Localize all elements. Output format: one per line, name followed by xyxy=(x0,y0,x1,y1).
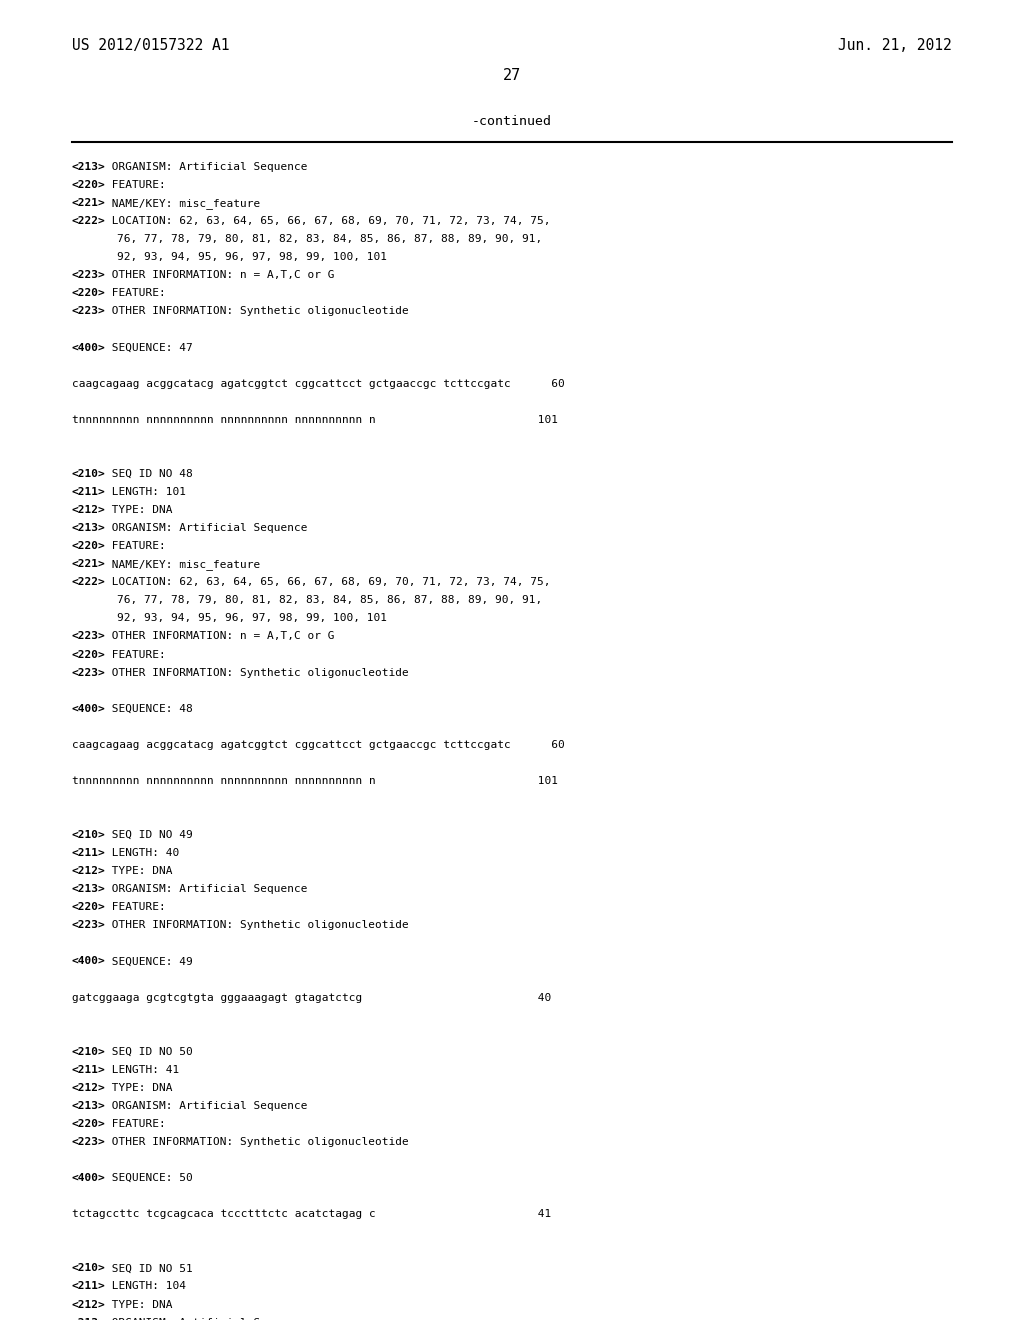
Text: NAME/KEY: misc_feature: NAME/KEY: misc_feature xyxy=(105,560,260,570)
Text: <221>: <221> xyxy=(72,560,105,569)
Text: FEATURE:: FEATURE: xyxy=(105,541,166,552)
Text: SEQUENCE: 49: SEQUENCE: 49 xyxy=(105,957,194,966)
Text: <220>: <220> xyxy=(72,541,105,552)
Text: -continued: -continued xyxy=(472,115,552,128)
Text: <223>: <223> xyxy=(72,631,105,642)
Text: <211>: <211> xyxy=(72,1065,105,1074)
Text: 27: 27 xyxy=(503,69,521,83)
Text: SEQUENCE: 48: SEQUENCE: 48 xyxy=(105,704,194,714)
Text: NAME/KEY: misc_feature: NAME/KEY: misc_feature xyxy=(105,198,260,209)
Text: <400>: <400> xyxy=(72,957,105,966)
Text: <223>: <223> xyxy=(72,1137,105,1147)
Text: <210>: <210> xyxy=(72,469,105,479)
Text: FEATURE:: FEATURE: xyxy=(105,180,166,190)
Text: <400>: <400> xyxy=(72,704,105,714)
Text: <220>: <220> xyxy=(72,180,105,190)
Text: LENGTH: 101: LENGTH: 101 xyxy=(105,487,186,498)
Text: <223>: <223> xyxy=(72,306,105,317)
Text: <213>: <213> xyxy=(72,1317,105,1320)
Text: 76, 77, 78, 79, 80, 81, 82, 83, 84, 85, 86, 87, 88, 89, 90, 91,: 76, 77, 78, 79, 80, 81, 82, 83, 84, 85, … xyxy=(117,595,543,606)
Text: TYPE: DNA: TYPE: DNA xyxy=(105,866,173,876)
Text: SEQ ID NO 50: SEQ ID NO 50 xyxy=(105,1047,194,1057)
Text: TYPE: DNA: TYPE: DNA xyxy=(105,506,173,515)
Text: LENGTH: 104: LENGTH: 104 xyxy=(105,1282,186,1291)
Text: <211>: <211> xyxy=(72,849,105,858)
Text: LOCATION: 62, 63, 64, 65, 66, 67, 68, 69, 70, 71, 72, 73, 74, 75,: LOCATION: 62, 63, 64, 65, 66, 67, 68, 69… xyxy=(105,577,551,587)
Text: caagcagaag acggcatacg agatcggtct cggcattcct gctgaaccgc tcttccgatc      60: caagcagaag acggcatacg agatcggtct cggcatt… xyxy=(72,739,565,750)
Text: <212>: <212> xyxy=(72,1082,105,1093)
Text: FEATURE:: FEATURE: xyxy=(105,903,166,912)
Text: SEQUENCE: 50: SEQUENCE: 50 xyxy=(105,1173,194,1183)
Text: OTHER INFORMATION: Synthetic oligonucleotide: OTHER INFORMATION: Synthetic oligonucleo… xyxy=(105,920,409,931)
Text: <213>: <213> xyxy=(72,884,105,894)
Text: <213>: <213> xyxy=(72,162,105,172)
Text: 76, 77, 78, 79, 80, 81, 82, 83, 84, 85, 86, 87, 88, 89, 90, 91,: 76, 77, 78, 79, 80, 81, 82, 83, 84, 85, … xyxy=(117,234,543,244)
Text: US 2012/0157322 A1: US 2012/0157322 A1 xyxy=(72,38,229,53)
Text: FEATURE:: FEATURE: xyxy=(105,649,166,660)
Text: OTHER INFORMATION: Synthetic oligonucleotide: OTHER INFORMATION: Synthetic oligonucleo… xyxy=(105,668,409,677)
Text: <210>: <210> xyxy=(72,1047,105,1057)
Text: OTHER INFORMATION: Synthetic oligonucleotide: OTHER INFORMATION: Synthetic oligonucleo… xyxy=(105,1137,409,1147)
Text: <211>: <211> xyxy=(72,487,105,498)
Text: ORGANISM: Artificial Sequence: ORGANISM: Artificial Sequence xyxy=(105,884,308,894)
Text: <213>: <213> xyxy=(72,523,105,533)
Text: <210>: <210> xyxy=(72,1263,105,1274)
Text: <212>: <212> xyxy=(72,866,105,876)
Text: ORGANISM: Artificial Sequence: ORGANISM: Artificial Sequence xyxy=(105,1101,308,1111)
Text: <210>: <210> xyxy=(72,830,105,840)
Text: FEATURE:: FEATURE: xyxy=(105,288,166,298)
Text: OTHER INFORMATION: n = A,T,C or G: OTHER INFORMATION: n = A,T,C or G xyxy=(105,631,335,642)
Text: TYPE: DNA: TYPE: DNA xyxy=(105,1299,173,1309)
Text: <220>: <220> xyxy=(72,288,105,298)
Text: SEQ ID NO 48: SEQ ID NO 48 xyxy=(105,469,194,479)
Text: SEQ ID NO 51: SEQ ID NO 51 xyxy=(105,1263,194,1274)
Text: <223>: <223> xyxy=(72,271,105,280)
Text: gatcggaaga gcgtcgtgta gggaaagagt gtagatctcg                          40: gatcggaaga gcgtcgtgta gggaaagagt gtagatc… xyxy=(72,993,551,1003)
Text: <212>: <212> xyxy=(72,1299,105,1309)
Text: OTHER INFORMATION: Synthetic oligonucleotide: OTHER INFORMATION: Synthetic oligonucleo… xyxy=(105,306,409,317)
Text: LOCATION: 62, 63, 64, 65, 66, 67, 68, 69, 70, 71, 72, 73, 74, 75,: LOCATION: 62, 63, 64, 65, 66, 67, 68, 69… xyxy=(105,216,551,226)
Text: <220>: <220> xyxy=(72,649,105,660)
Text: tnnnnnnnnn nnnnnnnnnn nnnnnnnnnn nnnnnnnnnn n                        101: tnnnnnnnnn nnnnnnnnnn nnnnnnnnnn nnnnnnn… xyxy=(72,776,558,785)
Text: LENGTH: 41: LENGTH: 41 xyxy=(105,1065,179,1074)
Text: <211>: <211> xyxy=(72,1282,105,1291)
Text: 92, 93, 94, 95, 96, 97, 98, 99, 100, 101: 92, 93, 94, 95, 96, 97, 98, 99, 100, 101 xyxy=(117,252,387,263)
Text: <221>: <221> xyxy=(72,198,105,209)
Text: tctagccttc tcgcagcaca tccctttctc acatctagag c                        41: tctagccttc tcgcagcaca tccctttctc acatcta… xyxy=(72,1209,551,1220)
Text: SEQUENCE: 47: SEQUENCE: 47 xyxy=(105,343,194,352)
Text: <400>: <400> xyxy=(72,1173,105,1183)
Text: Jun. 21, 2012: Jun. 21, 2012 xyxy=(839,38,952,53)
Text: <212>: <212> xyxy=(72,506,105,515)
Text: OTHER INFORMATION: n = A,T,C or G: OTHER INFORMATION: n = A,T,C or G xyxy=(105,271,335,280)
Text: ORGANISM: Artificial Sequence: ORGANISM: Artificial Sequence xyxy=(105,523,308,533)
Text: <222>: <222> xyxy=(72,216,105,226)
Text: FEATURE:: FEATURE: xyxy=(105,1119,166,1129)
Text: caagcagaag acggcatacg agatcggtct cggcattcct gctgaaccgc tcttccgatc      60: caagcagaag acggcatacg agatcggtct cggcatt… xyxy=(72,379,565,388)
Text: <223>: <223> xyxy=(72,920,105,931)
Text: 92, 93, 94, 95, 96, 97, 98, 99, 100, 101: 92, 93, 94, 95, 96, 97, 98, 99, 100, 101 xyxy=(117,614,387,623)
Text: ORGANISM: Artificial Sequence: ORGANISM: Artificial Sequence xyxy=(105,1317,308,1320)
Text: tnnnnnnnnn nnnnnnnnnn nnnnnnnnnn nnnnnnnnnn n                        101: tnnnnnnnnn nnnnnnnnnn nnnnnnnnnn nnnnnnn… xyxy=(72,414,558,425)
Text: <222>: <222> xyxy=(72,577,105,587)
Text: <213>: <213> xyxy=(72,1101,105,1111)
Text: <223>: <223> xyxy=(72,668,105,677)
Text: LENGTH: 40: LENGTH: 40 xyxy=(105,849,179,858)
Text: <220>: <220> xyxy=(72,903,105,912)
Text: ORGANISM: Artificial Sequence: ORGANISM: Artificial Sequence xyxy=(105,162,308,172)
Text: SEQ ID NO 49: SEQ ID NO 49 xyxy=(105,830,194,840)
Text: TYPE: DNA: TYPE: DNA xyxy=(105,1082,173,1093)
Text: <400>: <400> xyxy=(72,343,105,352)
Text: <220>: <220> xyxy=(72,1119,105,1129)
